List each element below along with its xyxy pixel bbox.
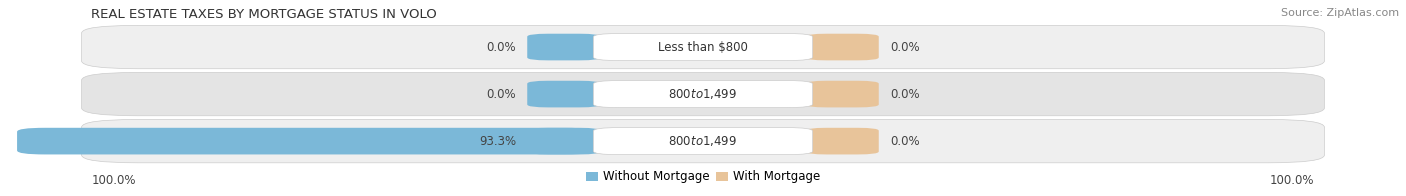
Legend: Without Mortgage, With Mortgage: Without Mortgage, With Mortgage — [581, 166, 825, 188]
FancyBboxPatch shape — [527, 128, 600, 154]
FancyBboxPatch shape — [527, 34, 600, 60]
Text: REAL ESTATE TAXES BY MORTGAGE STATUS IN VOLO: REAL ESTATE TAXES BY MORTGAGE STATUS IN … — [91, 8, 437, 21]
FancyBboxPatch shape — [17, 128, 593, 154]
FancyBboxPatch shape — [806, 34, 879, 60]
FancyBboxPatch shape — [82, 25, 1324, 69]
FancyBboxPatch shape — [806, 81, 879, 107]
FancyBboxPatch shape — [527, 81, 600, 107]
FancyBboxPatch shape — [82, 72, 1324, 116]
Text: 0.0%: 0.0% — [486, 88, 516, 101]
FancyBboxPatch shape — [593, 128, 813, 155]
FancyBboxPatch shape — [82, 119, 1324, 163]
Text: 0.0%: 0.0% — [890, 41, 920, 54]
FancyBboxPatch shape — [593, 34, 813, 61]
Text: Less than $800: Less than $800 — [658, 41, 748, 54]
Text: 0.0%: 0.0% — [890, 135, 920, 148]
Text: 0.0%: 0.0% — [890, 88, 920, 101]
FancyBboxPatch shape — [593, 81, 813, 108]
Text: 0.0%: 0.0% — [486, 41, 516, 54]
Text: 93.3%: 93.3% — [479, 135, 516, 148]
FancyBboxPatch shape — [806, 128, 879, 154]
Text: 100.0%: 100.0% — [91, 174, 136, 187]
Text: $800 to $1,499: $800 to $1,499 — [668, 134, 738, 148]
Text: 100.0%: 100.0% — [1270, 174, 1315, 187]
Text: Source: ZipAtlas.com: Source: ZipAtlas.com — [1281, 8, 1399, 18]
Text: $800 to $1,499: $800 to $1,499 — [668, 87, 738, 101]
